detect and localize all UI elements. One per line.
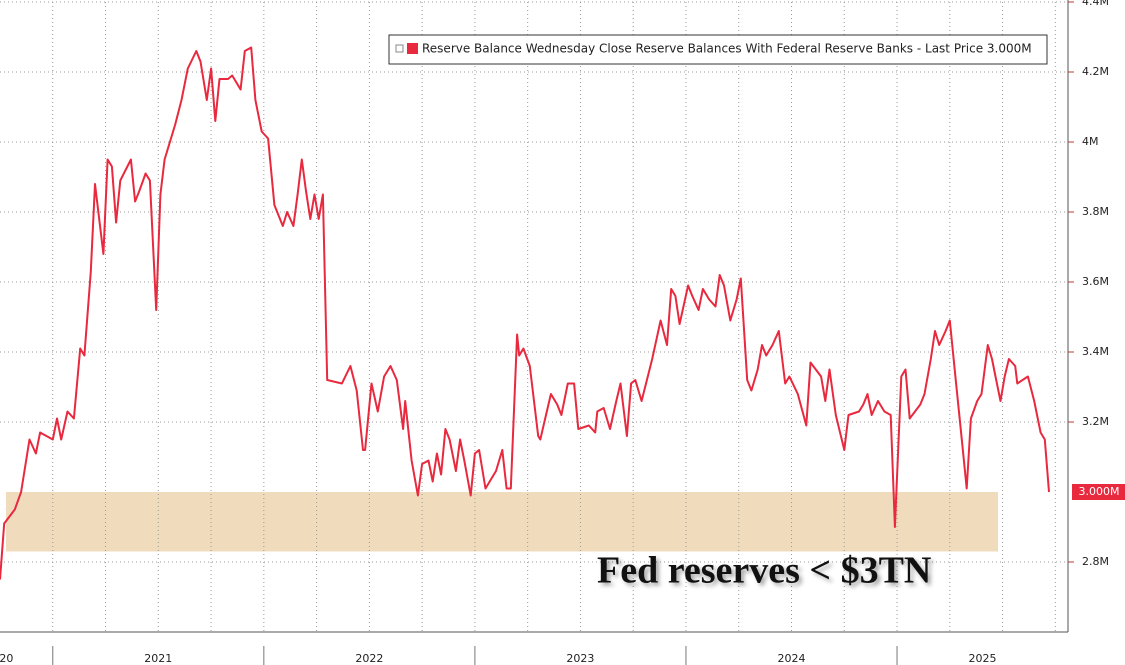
y-tick-label: 3.8M <box>1082 205 1109 218</box>
legend-swatch <box>407 43 418 54</box>
x-tick-label: 2021 <box>144 652 172 665</box>
x-tick-label: 2022 <box>355 652 383 665</box>
x-tick-label: 2023 <box>566 652 594 665</box>
last-price-label: 3.000M <box>1079 485 1120 498</box>
x-tick-label: 2025 <box>969 652 997 665</box>
y-tick-label: 3.2M <box>1082 415 1109 428</box>
annotation: Fed reserves < $3TN <box>597 550 931 592</box>
y-tick-label: 4.2M <box>1082 65 1109 78</box>
legend-label: Reserve Balance Wednesday Close Reserve … <box>422 42 1032 56</box>
y-tick-label: 3.4M <box>1082 345 1109 358</box>
line-series <box>0 46 1050 580</box>
threshold-band <box>6 492 998 552</box>
legend-toggle <box>395 44 404 53</box>
y-tick-label: 2.8M <box>1082 555 1109 568</box>
legend-box <box>388 34 1048 65</box>
x-tick-label: 2024 <box>778 652 806 665</box>
y-tick-label: 3.6M <box>1082 275 1109 288</box>
y-tick-label: 4.4M <box>1082 0 1109 8</box>
y-tick-label: 4M <box>1082 135 1099 148</box>
last-price-tag <box>1072 484 1125 500</box>
